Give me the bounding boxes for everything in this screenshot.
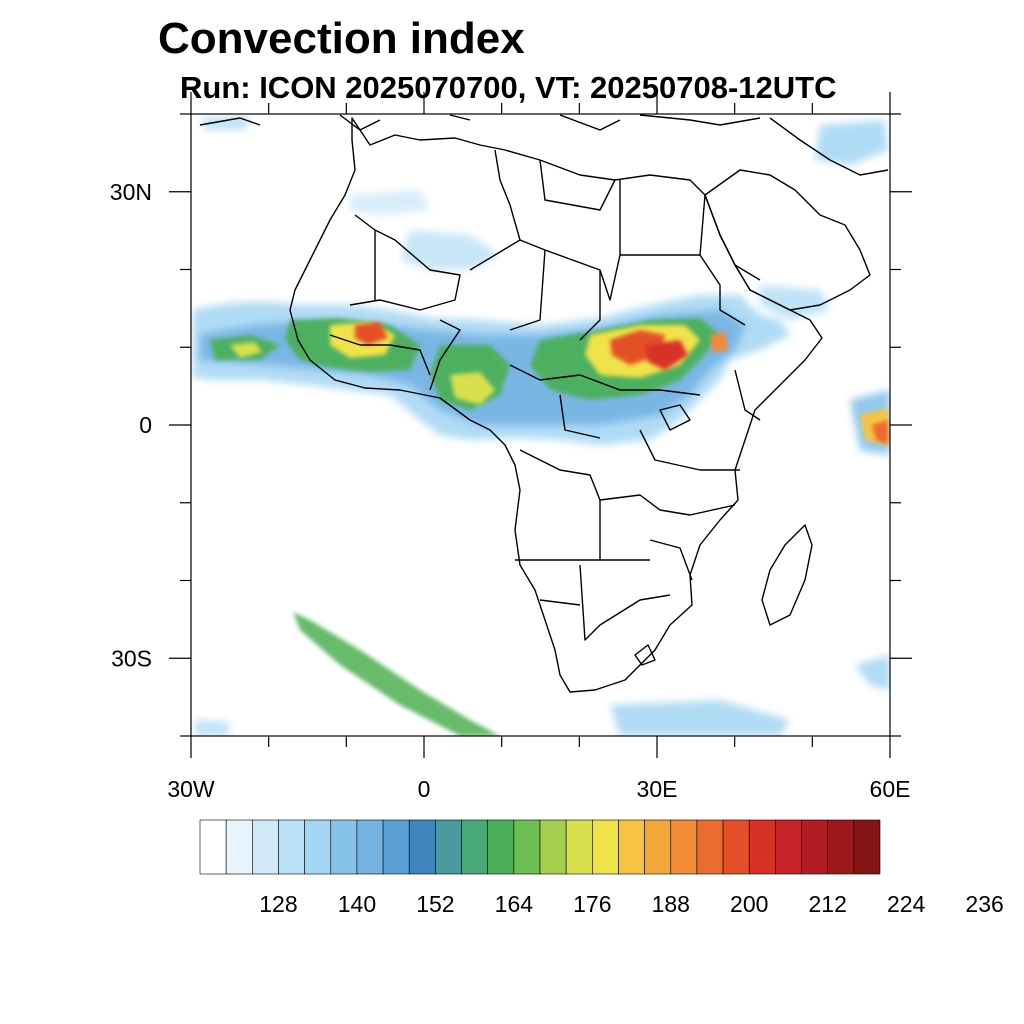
colorbar-swatch <box>304 819 332 875</box>
lat-label: 30N <box>110 179 152 205</box>
convection-field <box>193 115 890 736</box>
colorbar-swatch <box>539 819 567 875</box>
colorbar-swatch <box>199 819 227 875</box>
colorbar-swatch <box>461 819 488 875</box>
colorbar-label: 176 <box>573 891 611 917</box>
map-subtitle: Run: ICON 2025070700, VT: 20250708-12UTC <box>180 70 837 105</box>
colorbar-swatch <box>382 819 410 875</box>
lon-label: 60E <box>870 776 911 802</box>
lon-label: 0 <box>418 776 431 802</box>
colorbar-swatch <box>513 819 541 875</box>
map-title: Convection index <box>158 14 525 63</box>
colorbar-label: 140 <box>338 891 376 917</box>
colorbar-swatch <box>644 819 672 875</box>
colorbar-swatch <box>775 819 802 875</box>
map-axes: 30N 0 30S 30W 0 30E 60E <box>110 92 912 802</box>
colorbar-label: 236 <box>965 891 1003 917</box>
colorbar-label: 128 <box>259 891 297 917</box>
colorbar-swatch <box>435 819 462 875</box>
colorbar-swatch <box>408 819 436 875</box>
lat-label: 0 <box>139 412 152 438</box>
colorbar-swatch <box>670 819 698 875</box>
colorbar-label: 152 <box>416 891 454 917</box>
colorbar-swatch <box>618 819 645 875</box>
colorbar-swatch <box>252 819 279 875</box>
colorbar-swatch <box>827 819 855 875</box>
colorbar-label: 200 <box>730 891 768 917</box>
lon-label: 30W <box>167 776 215 802</box>
colorbar-swatch <box>487 819 515 875</box>
coastlines <box>199 114 889 693</box>
colorbar-swatch <box>748 819 776 875</box>
colorbar-swatch <box>565 819 593 875</box>
colorbar: 128 140 152 164 176 188 200 212 224 236 <box>199 819 1004 917</box>
colorbar-label: 164 <box>495 891 534 917</box>
colorbar-swatch <box>592 819 619 875</box>
colorbar-swatch <box>278 819 305 875</box>
colorbar-swatch <box>330 819 358 875</box>
colorbar-swatch <box>696 819 724 875</box>
colorbar-label: 188 <box>652 891 690 917</box>
colorbar-label: 224 <box>887 891 926 917</box>
colorbar-swatch <box>356 819 384 875</box>
lat-label: 30S <box>111 645 152 671</box>
colorbar-swatch <box>801 819 828 875</box>
colorbar-label: 212 <box>809 891 847 917</box>
colorbar-swatch <box>722 819 750 875</box>
colorbar-swatch <box>225 819 253 875</box>
lon-label: 30E <box>637 776 678 802</box>
colorbar-swatch <box>853 819 881 875</box>
